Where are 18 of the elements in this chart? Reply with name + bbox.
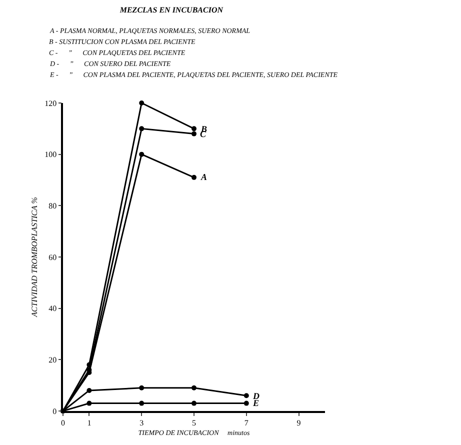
series-label: A <box>200 172 208 182</box>
series-label: D <box>252 391 260 401</box>
y-tick-label: 80 <box>48 201 57 210</box>
y-tick-label: 100 <box>44 150 57 160</box>
y-tick-label: 0 <box>52 406 57 416</box>
x-tick-label: 7 <box>244 418 248 428</box>
y-tick-label: 40 <box>48 304 57 314</box>
chart-title: MEZCLAS EN INCUBACION <box>118 5 224 14</box>
x-tick-label: 9 <box>296 418 301 428</box>
y-tick-label: 20 <box>48 355 57 364</box>
y-tick-label: 60 <box>48 252 57 262</box>
y-tick-label: 120 <box>44 98 57 108</box>
x-tick-label: 5 <box>192 418 196 428</box>
x-tick-label: 1 <box>87 418 92 428</box>
y-axis-title: ACTIVIDAD TROMBOPLASTICA % <box>30 196 39 318</box>
x-tick-label: 0 <box>61 418 65 428</box>
series-label: E <box>252 398 260 408</box>
x-tick-label: 3 <box>140 418 144 428</box>
